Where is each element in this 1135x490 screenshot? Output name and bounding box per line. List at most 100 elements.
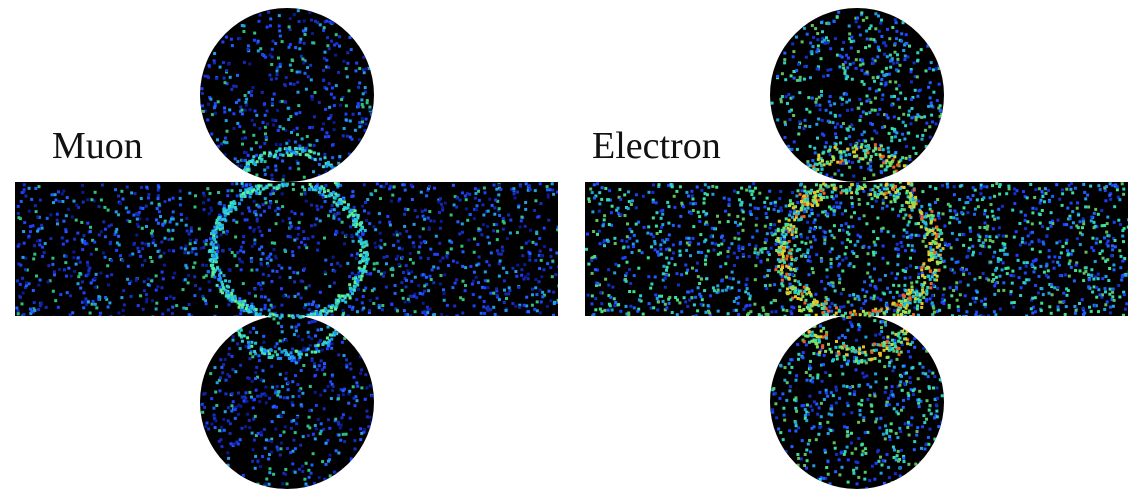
hit: [248, 292, 251, 295]
hit: [279, 125, 282, 128]
hit: [1053, 286, 1056, 289]
hit: [395, 258, 398, 261]
hit: [17, 310, 20, 313]
hit: [115, 249, 118, 252]
hit: [870, 24, 873, 27]
hit: [316, 208, 319, 211]
hit: [359, 438, 362, 441]
hit: [345, 433, 348, 436]
hit: [875, 200, 878, 203]
hit: [379, 197, 382, 200]
hit: [225, 232, 228, 235]
hit: [352, 240, 355, 243]
hit: [916, 51, 919, 54]
hit: [1107, 279, 1110, 282]
hit: [367, 258, 370, 261]
hit: [464, 289, 467, 292]
hit: [543, 227, 546, 230]
hit: [833, 205, 836, 208]
hit: [719, 265, 722, 268]
hit: [814, 238, 817, 241]
hit: [1025, 278, 1028, 281]
hit: [208, 280, 211, 283]
hit: [668, 233, 671, 236]
hit: [234, 408, 237, 411]
hit: [285, 147, 288, 150]
hit: [147, 244, 150, 247]
hit: [332, 385, 335, 388]
hit: [816, 374, 819, 377]
hit: [327, 478, 330, 481]
hit: [882, 202, 885, 205]
hit: [231, 404, 234, 407]
hit: [1052, 260, 1055, 263]
hit: [290, 427, 293, 430]
hit: [374, 246, 377, 249]
hit: [842, 385, 845, 388]
hit: [215, 305, 218, 308]
hit: [828, 22, 831, 25]
hit: [1121, 182, 1124, 185]
hit: [806, 160, 809, 163]
hit: [282, 127, 285, 130]
hit: [713, 289, 716, 292]
hit: [295, 422, 298, 425]
hit: [348, 210, 351, 213]
hit: [888, 37, 891, 40]
hit: [1016, 254, 1019, 257]
hit: [680, 202, 683, 205]
hit: [240, 268, 243, 271]
hit: [281, 314, 284, 317]
hit: [291, 355, 294, 358]
hit: [692, 209, 695, 212]
hit: [941, 298, 944, 301]
hit: [326, 337, 329, 340]
hit: [695, 314, 698, 317]
hit: [344, 295, 347, 298]
hit: [325, 20, 328, 23]
hit: [168, 249, 171, 252]
hit: [250, 269, 253, 272]
hit: [53, 273, 56, 276]
hit: [366, 243, 369, 246]
hit: [874, 12, 877, 15]
hit: [328, 106, 331, 109]
hit: [892, 369, 895, 372]
hit: [256, 395, 259, 398]
hit: [320, 422, 323, 425]
hit: [307, 434, 310, 437]
hit: [796, 249, 799, 252]
hit: [770, 247, 773, 250]
hit: [717, 244, 720, 247]
hit: [155, 289, 158, 292]
hit: [431, 268, 434, 271]
hit: [843, 425, 846, 428]
hit: [806, 379, 809, 382]
hit: [591, 210, 594, 213]
hit: [230, 208, 233, 211]
hit: [598, 230, 601, 233]
hit: [429, 275, 432, 278]
hit: [122, 289, 125, 292]
hit: [427, 217, 430, 220]
hit: [299, 444, 302, 447]
hit: [106, 275, 109, 278]
hit: [425, 194, 428, 197]
hit: [915, 266, 918, 269]
hit: [809, 360, 812, 363]
hit: [323, 366, 326, 369]
hit: [240, 165, 243, 168]
hit: [906, 236, 909, 239]
hit: [910, 116, 913, 119]
hit: [331, 389, 334, 392]
hit: [1094, 260, 1097, 263]
hit: [208, 64, 211, 67]
hit: [849, 321, 852, 324]
hit: [678, 301, 681, 304]
hit: [834, 470, 837, 473]
hit: [369, 272, 372, 275]
hit: [410, 280, 413, 283]
hit: [872, 230, 875, 233]
hit: [621, 239, 624, 242]
hit: [630, 230, 633, 233]
